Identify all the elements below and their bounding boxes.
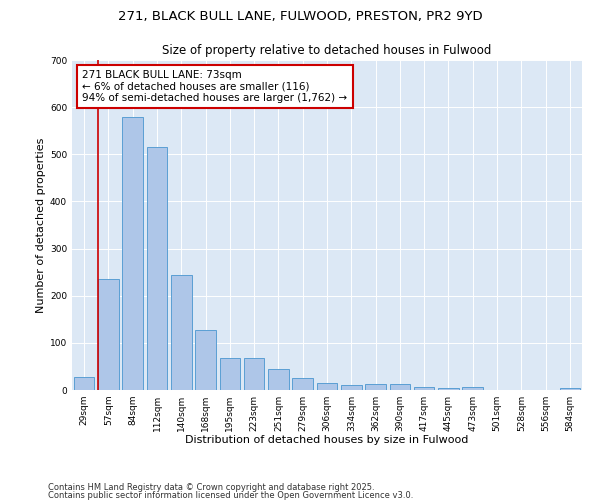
- Bar: [389, 384, 410, 390]
- Bar: [463, 386, 483, 390]
- Bar: [365, 384, 386, 390]
- Bar: [195, 330, 216, 390]
- Bar: [74, 377, 94, 390]
- Bar: [244, 358, 265, 390]
- Bar: [98, 279, 119, 390]
- Bar: [317, 383, 337, 390]
- Bar: [560, 388, 580, 390]
- Title: Size of property relative to detached houses in Fulwood: Size of property relative to detached ho…: [163, 44, 491, 58]
- Bar: [171, 276, 191, 390]
- Text: 271 BLACK BULL LANE: 73sqm
← 6% of detached houses are smaller (116)
94% of semi: 271 BLACK BULL LANE: 73sqm ← 6% of detac…: [82, 70, 347, 103]
- Bar: [122, 116, 143, 390]
- Text: Contains public sector information licensed under the Open Government Licence v3: Contains public sector information licen…: [48, 490, 413, 500]
- Bar: [341, 386, 362, 390]
- Bar: [438, 388, 459, 390]
- Text: Contains HM Land Registry data © Crown copyright and database right 2025.: Contains HM Land Registry data © Crown c…: [48, 484, 374, 492]
- X-axis label: Distribution of detached houses by size in Fulwood: Distribution of detached houses by size …: [185, 436, 469, 446]
- Bar: [292, 378, 313, 390]
- Text: 271, BLACK BULL LANE, FULWOOD, PRESTON, PR2 9YD: 271, BLACK BULL LANE, FULWOOD, PRESTON, …: [118, 10, 482, 23]
- Y-axis label: Number of detached properties: Number of detached properties: [36, 138, 46, 312]
- Bar: [414, 387, 434, 390]
- Bar: [268, 369, 289, 390]
- Bar: [220, 358, 240, 390]
- Bar: [146, 147, 167, 390]
